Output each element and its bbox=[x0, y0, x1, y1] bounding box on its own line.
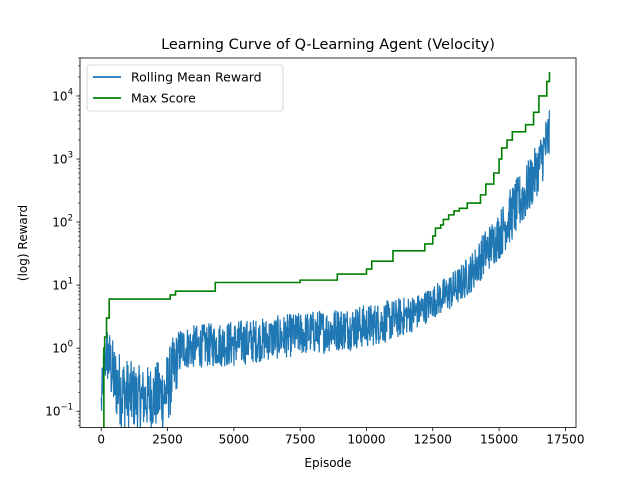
y-tick-label: 100 bbox=[52, 340, 73, 356]
y-tick-label: 104 bbox=[52, 87, 73, 103]
x-tick-label: 7500 bbox=[285, 433, 316, 447]
y-axis: 10−1 100 101 102 103 104 bbox=[45, 57, 80, 426]
y-axis-label: (log) Reward bbox=[16, 205, 30, 281]
x-tick-label: 0 bbox=[97, 433, 105, 447]
x-tick-label: 15000 bbox=[480, 433, 518, 447]
plot-frame bbox=[79, 57, 577, 429]
series-rolling-mean-reward bbox=[100, 110, 550, 428]
y-tick-label: 103 bbox=[52, 151, 73, 167]
x-tick-label: 2500 bbox=[152, 433, 183, 447]
y-tick-label: 10−1 bbox=[45, 403, 73, 419]
x-tick-label: 12500 bbox=[414, 433, 452, 447]
series-max-score bbox=[103, 71, 551, 428]
x-tick-label: 10000 bbox=[347, 433, 385, 447]
x-tick-label: 17500 bbox=[546, 433, 584, 447]
x-axis-label: Episode bbox=[304, 456, 351, 470]
x-tick-label: 5000 bbox=[219, 433, 250, 447]
legend-label: Max Score bbox=[131, 91, 196, 106]
legend-box bbox=[86, 64, 284, 112]
legend-label: Rolling Mean Reward bbox=[131, 70, 262, 85]
x-axis: 0 2500 5000 7500 10000 12500 15000 17500 bbox=[97, 427, 584, 447]
y-tick-label: 102 bbox=[52, 214, 73, 230]
legend: Rolling Mean Reward Max Score bbox=[86, 64, 284, 112]
y-tick-label: 101 bbox=[52, 277, 73, 293]
chart-title: Learning Curve of Q-Learning Agent (Velo… bbox=[161, 37, 495, 53]
